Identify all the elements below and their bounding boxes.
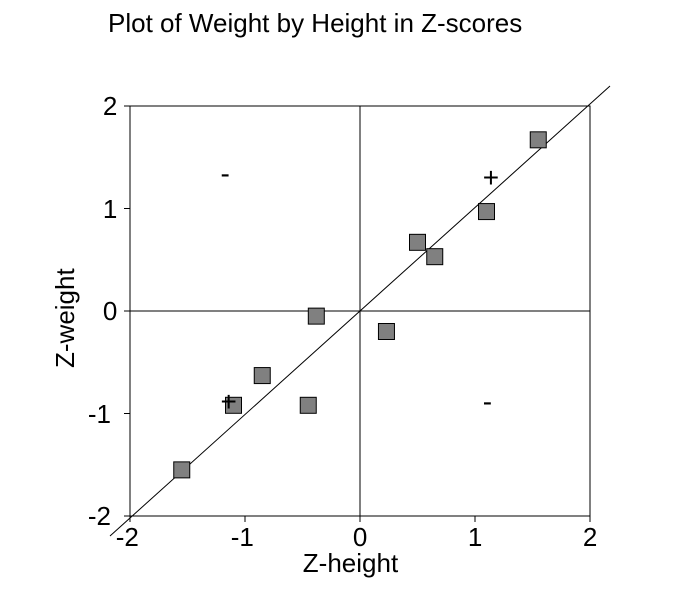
quadrant-label: + — [483, 162, 499, 194]
y-tick-label: -2 — [88, 501, 111, 532]
x-tick-label: 1 — [468, 522, 482, 553]
quadrant-label: - — [483, 386, 492, 418]
x-tick-label: 2 — [583, 522, 597, 553]
data-point — [378, 324, 394, 340]
quadrant-label: + — [221, 386, 237, 418]
data-point — [427, 249, 443, 265]
x-tick-label: 0 — [353, 522, 367, 553]
data-point — [174, 462, 190, 478]
x-tick-label: -1 — [231, 522, 254, 553]
data-point — [254, 368, 270, 384]
y-tick-label: 1 — [103, 194, 117, 225]
y-tick-label: -1 — [88, 399, 111, 430]
y-tick-label: 0 — [103, 296, 117, 327]
data-point — [410, 234, 426, 250]
x-tick-label: -2 — [116, 522, 139, 553]
data-point — [300, 397, 316, 413]
data-point — [479, 204, 495, 220]
data-point — [530, 132, 546, 148]
data-point — [308, 308, 324, 324]
chart-page: { "chart": { "type": "scatter", "title":… — [0, 0, 681, 596]
quadrant-label: - — [221, 158, 230, 190]
y-tick-label: 2 — [103, 91, 117, 122]
